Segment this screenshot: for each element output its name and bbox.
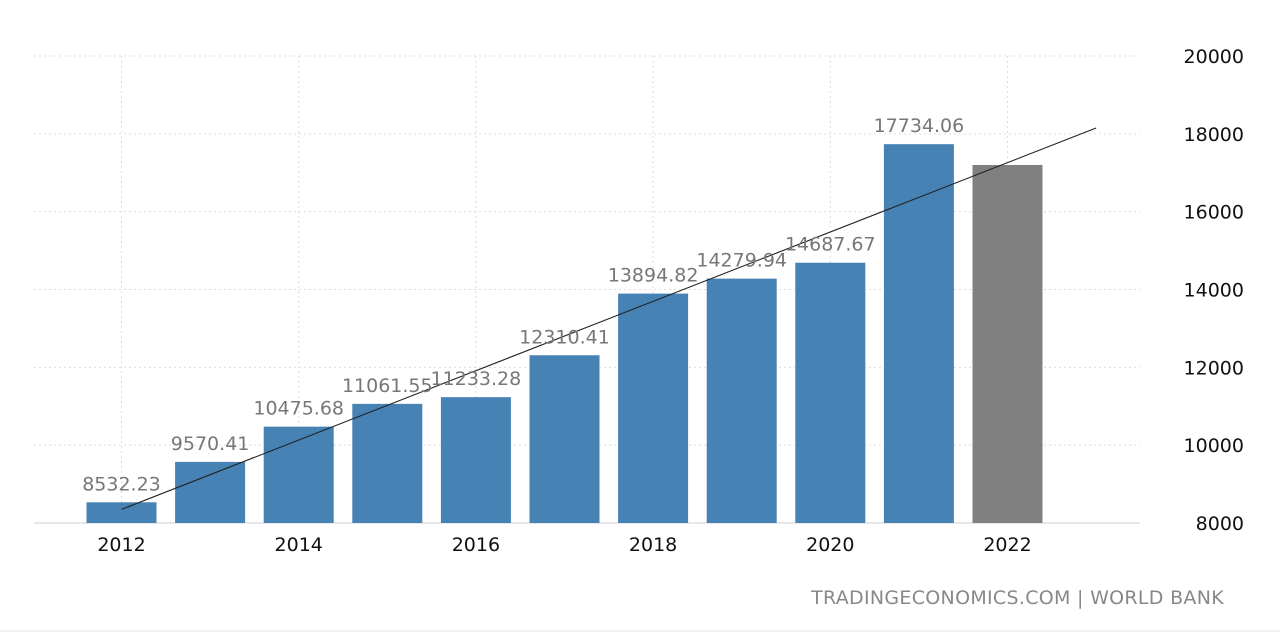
y-tick-label: 10000 xyxy=(1184,435,1244,457)
x-tick-label: 2012 xyxy=(97,534,145,556)
bar-2018 xyxy=(618,293,689,523)
y-tick-label: 14000 xyxy=(1184,280,1244,302)
data-label-2015: 11061.55 xyxy=(342,375,433,397)
x-tick-label: 2022 xyxy=(983,534,1031,556)
bar-2015 xyxy=(352,403,423,523)
data-label-2017: 12310.41 xyxy=(519,326,610,348)
data-label-2020: 14687.67 xyxy=(785,234,876,256)
y-tick-label: 20000 xyxy=(1184,46,1244,68)
x-tick-label: 2020 xyxy=(806,534,854,556)
bar-2020 xyxy=(795,262,866,523)
bar-2014 xyxy=(263,426,334,523)
y-tick-label: 8000 xyxy=(1196,513,1244,535)
bars xyxy=(86,144,1043,523)
y-axis: 8000 10000 12000 14000 16000 18000 20000 xyxy=(1184,46,1244,535)
trendline-line xyxy=(121,127,1097,510)
y-tick-label: 16000 xyxy=(1184,202,1244,224)
y-tick-label: 12000 xyxy=(1184,357,1244,379)
bar-2016 xyxy=(440,397,511,523)
data-label-2018: 13894.82 xyxy=(608,265,699,287)
data-label-2019: 14279.94 xyxy=(696,250,787,272)
source-credit: TRADINGECONOMICS.COM | WORLD BANK xyxy=(811,587,1224,609)
bar-2019 xyxy=(706,278,777,523)
bar-2012 xyxy=(86,502,157,523)
data-label-2021: 17734.06 xyxy=(874,115,965,137)
bar-2013 xyxy=(175,461,246,523)
x-tick-label: 2014 xyxy=(275,534,323,556)
bar-2022-forecast xyxy=(972,164,1043,523)
bottom-divider xyxy=(0,630,1280,632)
x-tick-label: 2018 xyxy=(629,534,677,556)
bar-2021 xyxy=(883,144,954,523)
data-label-2014: 10475.68 xyxy=(253,398,344,420)
data-label-2012: 8532.23 xyxy=(82,473,161,495)
x-tick-label: 2016 xyxy=(452,534,500,556)
x-axis: 2012 2014 2016 2018 2020 2022 xyxy=(97,534,1031,556)
data-label-2013: 9570.41 xyxy=(171,433,250,455)
data-label-2016: 11233.28 xyxy=(431,368,522,390)
trendline xyxy=(121,127,1097,510)
bar-2017 xyxy=(529,355,600,523)
y-tick-label: 18000 xyxy=(1184,124,1244,146)
